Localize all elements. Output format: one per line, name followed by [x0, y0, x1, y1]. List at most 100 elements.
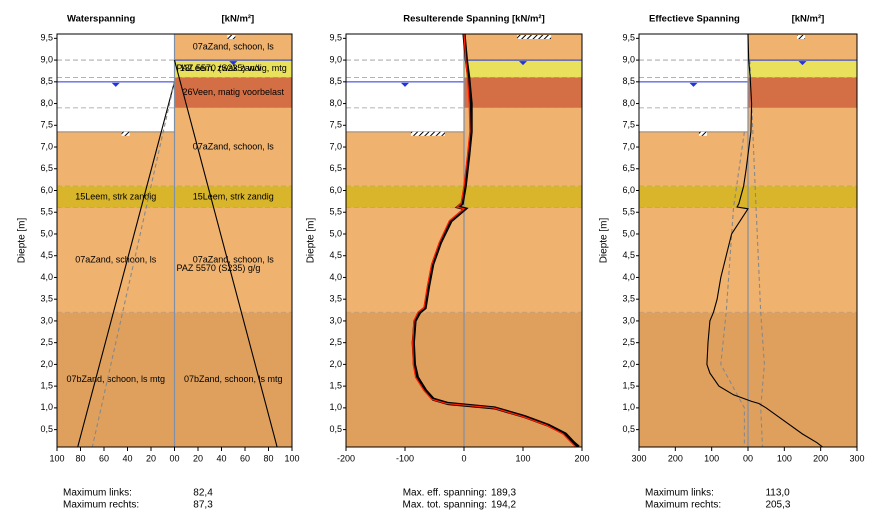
y-tick-label: 9,0: [40, 54, 53, 64]
ground-symbol: [797, 35, 806, 39]
panel: 0,5 1,0 1,5 2,0 2,5 3,0 3,5 4,0 4,5 5,0 5,5 6,0 6,5 7…: [306, 14, 590, 511]
y-tick-label: 3,0: [622, 315, 635, 325]
x-tick-label: 100: [515, 453, 530, 463]
soil-layer: [57, 131, 175, 187]
y-tick-label: 5,5: [40, 207, 53, 217]
water-symbol: [111, 82, 120, 87]
y-tick-label: 6,5: [329, 163, 342, 173]
profile-line: [91, 81, 176, 447]
soil-layer: [346, 131, 464, 187]
y-tick-label: 2,0: [329, 359, 342, 369]
y-tick-label: 1,0: [329, 402, 342, 412]
panel: 0,5 1,0 1,5 2,0 2,5 3,0 3,5 4,0 4,5 5,0 5,5 6,0 6,5 7…: [599, 14, 865, 511]
soil-layer: [57, 312, 175, 447]
ground-symbol: [517, 35, 552, 39]
y-tick-label: 7,0: [40, 141, 53, 151]
y-tick-label: 4,5: [329, 250, 342, 260]
x-tick-label: -200: [337, 453, 355, 463]
soil-layer: [464, 207, 582, 313]
profile-line: [412, 34, 577, 447]
water-symbol: [229, 61, 238, 66]
y-tick-label: 0,5: [622, 424, 635, 434]
soil-layer: [464, 312, 582, 447]
y-tick-label: 3,5: [329, 294, 342, 304]
soil-layer: [639, 186, 748, 208]
layer-label: 07aZand, schoon, ls: [193, 41, 275, 51]
y-tick-label: 7,5: [329, 120, 342, 130]
water-symbol: [401, 82, 409, 87]
panel-title: Waterspanning: [67, 14, 135, 25]
y-tick-label: 9,5: [622, 33, 635, 43]
soil-layer: [174, 107, 292, 187]
x-tick-label: -100: [396, 453, 414, 463]
layer-label: 15Leem, strk zandig: [75, 191, 156, 201]
y-tick-label: 1,0: [40, 402, 53, 412]
y-tick-label: 6,0: [329, 185, 342, 195]
soil-layer: [464, 60, 582, 78]
y-tick-label: 2,5: [40, 337, 53, 347]
y-tick-label: 5,0: [40, 228, 53, 238]
panel-title: Effectieve Spanning: [649, 14, 740, 25]
y-tick-label: 8,0: [40, 98, 53, 108]
soil-layer: [639, 207, 748, 313]
water-symbol: [798, 61, 807, 66]
soil-layer: [639, 131, 748, 187]
y-tick-label: 4,0: [329, 272, 342, 282]
soil-layer: [174, 186, 292, 208]
profile-line: [173, 59, 278, 447]
summary-value: 87,3: [193, 500, 213, 511]
summary-value: 113,0: [765, 488, 790, 499]
y-tick-label: 1,5: [329, 381, 342, 391]
y-tick-label: 7,0: [622, 141, 635, 151]
y-axis-label: Diepte [m]: [599, 217, 610, 263]
water-symbol: [519, 61, 527, 66]
layer-label: 07bZand, schoon, ls mtg: [184, 374, 283, 384]
profile-line: [77, 81, 176, 447]
layer-label: 13Leem, zwak zandig, mtg: [180, 63, 287, 73]
soil-layer: [748, 312, 857, 447]
y-tick-label: 6,5: [40, 163, 53, 173]
soil-layer: [57, 207, 175, 313]
y-tick-label: 8,0: [622, 98, 635, 108]
ground-symbol: [227, 35, 236, 39]
profile-line: [720, 131, 745, 447]
x-tick-label: 20: [146, 453, 156, 463]
y-tick-label: 5,0: [329, 228, 342, 238]
profile-line: [749, 60, 765, 447]
x-tick-label: 100: [704, 453, 719, 463]
y-tick-label: 9,5: [329, 33, 342, 43]
soil-layer: [748, 77, 857, 108]
soil-layer: [346, 186, 464, 208]
y-tick-label: 8,5: [622, 76, 635, 86]
soil-layer: [748, 186, 857, 208]
soil-layer: [464, 77, 582, 108]
y-axis-label: Diepte [m]: [17, 217, 28, 263]
panel-title: Resulterende Spanning [kN/m²]: [403, 14, 544, 25]
soil-layer: [346, 312, 464, 447]
x-tick-label: 200: [574, 453, 589, 463]
soil-layer: [464, 107, 582, 187]
y-tick-label: 3,0: [329, 315, 342, 325]
y-tick-label: 8,5: [329, 76, 342, 86]
y-tick-label: 8,5: [40, 76, 53, 86]
summary-label: Maximum links:: [63, 488, 132, 499]
y-tick-label: 3,0: [40, 315, 53, 325]
summary-label: Max. tot. spanning:: [403, 500, 488, 511]
x-tick-label: 200: [668, 453, 683, 463]
soil-layer: [748, 60, 857, 78]
y-tick-label: 6,5: [622, 163, 635, 173]
x-tick-label: 300: [849, 453, 864, 463]
y-axis-label: Diepte [m]: [306, 217, 317, 263]
x-tick-label: 300: [631, 453, 646, 463]
y-tick-label: 2,0: [40, 359, 53, 369]
layer-label: 07aZand, schoon, ls: [193, 254, 275, 264]
y-tick-label: 4,5: [622, 250, 635, 260]
soil-layer: [464, 186, 582, 208]
y-tick-label: 7,5: [622, 120, 635, 130]
x-tick-label: 0: [461, 453, 466, 463]
x-tick-label: 00: [169, 453, 179, 463]
profile-line: [706, 34, 823, 447]
annotation: PAZ 5570 (S235) w/v: [177, 63, 262, 73]
panel: 07aZand, schoon, ls 13Leem, zwak zandig, …: [17, 14, 300, 511]
